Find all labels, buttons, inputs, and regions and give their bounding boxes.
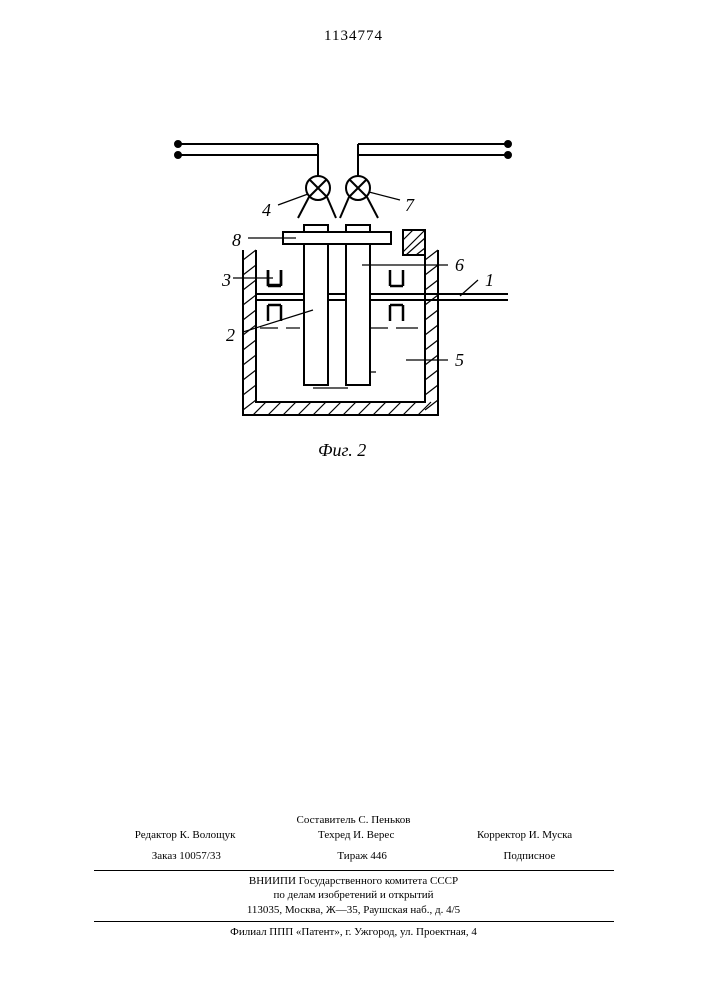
callout-3: 3 [222, 270, 231, 291]
callout-2: 2 [226, 325, 235, 346]
footer-techred: Техред И. Верес [318, 828, 394, 843]
footer-editor: Редактор К. Волощук [135, 828, 236, 843]
footer-subscription: Подписное [503, 849, 555, 864]
footer-block: Составитель С. Пеньков Редактор К. Волощ… [0, 813, 707, 940]
patent-page: 1134774 [0, 0, 707, 1000]
callout-8: 8 [232, 230, 241, 251]
footer-org2: по делам изобретений и открытий [0, 888, 707, 903]
callout-7: 7 [405, 195, 414, 216]
figure-caption: Фиг. 2 [318, 440, 366, 461]
footer-circulation: Тираж 446 [337, 849, 387, 864]
footer-addr2: Филиал ППП «Патент», г. Ужгород, ул. Про… [0, 925, 707, 940]
footer-addr1: 113035, Москва, Ж—35, Раушская наб., д. … [0, 903, 707, 918]
footer-compiler: Составитель С. Пеньков [0, 813, 707, 828]
footer-corrector: Корректор И. Муска [477, 828, 572, 843]
callout-4: 4 [262, 200, 271, 221]
callout-1: 1 [485, 270, 494, 291]
patent-number: 1134774 [0, 28, 707, 45]
footer-order: Заказ 10057/33 [152, 849, 221, 864]
figure-2 [148, 110, 558, 470]
footer-org1: ВНИИПИ Государственного комитета СССР [0, 874, 707, 889]
callout-6: 6 [455, 255, 464, 276]
callout-5: 5 [455, 350, 464, 371]
